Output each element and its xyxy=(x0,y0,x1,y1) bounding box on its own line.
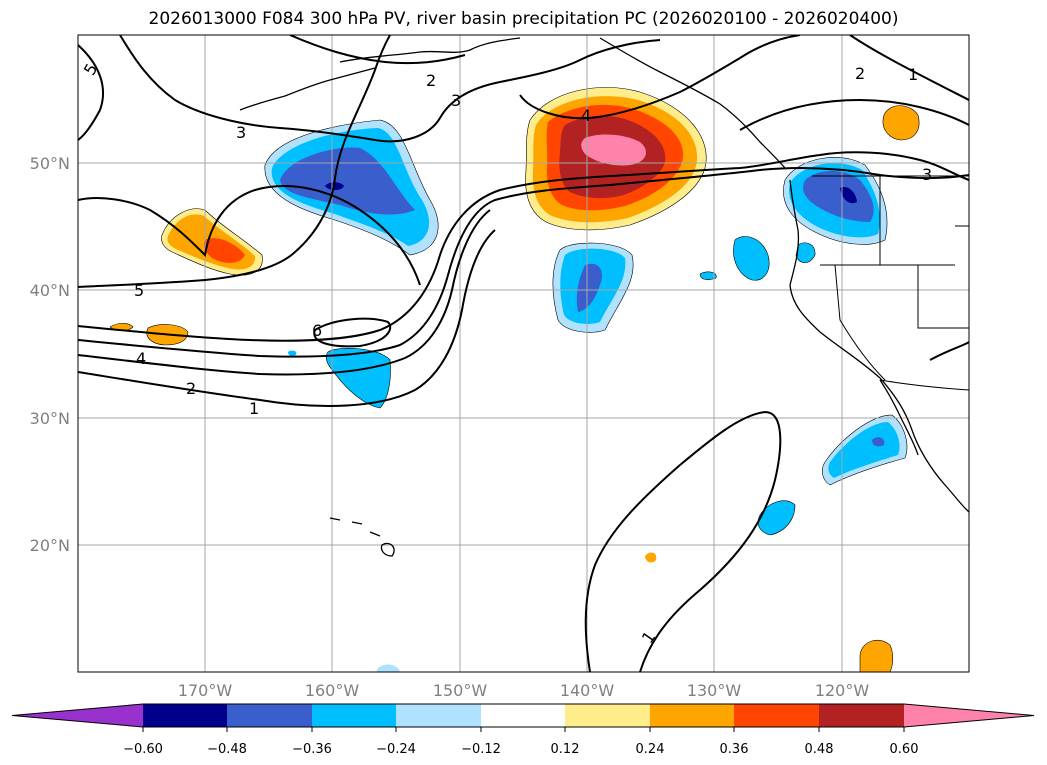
lat-label: 30°N xyxy=(30,409,70,428)
colorbar-segment xyxy=(819,704,904,727)
colorbar-tick-labels: −0.60 −0.48 −0.36 −0.24 −0.12 0.12 0.24 … xyxy=(123,742,918,757)
pv-contour-5 xyxy=(78,35,391,288)
anomaly-warm-region xyxy=(645,552,657,563)
contour-label: 4 xyxy=(581,106,591,125)
contour-label: 1 xyxy=(249,399,259,418)
hawaii-islands xyxy=(329,517,395,557)
positive-precip-anomalies xyxy=(109,87,920,672)
lat-label: 20°N xyxy=(30,536,70,555)
contour-label: 3 xyxy=(451,91,461,110)
colorbar-tick-label: 0.60 xyxy=(890,742,919,757)
pv-contour-north xyxy=(519,35,801,120)
colorbar-segment xyxy=(227,704,312,727)
pv-contour-ridge xyxy=(119,35,661,143)
anomaly-warm-region xyxy=(581,134,646,166)
lon-label: 140°W xyxy=(560,681,615,700)
colorbar-tick-label: −0.48 xyxy=(207,742,247,757)
pv-contour-ne xyxy=(849,35,969,101)
anomaly-blue-region xyxy=(840,186,857,204)
pv-contour-1-tropical xyxy=(584,410,782,672)
lon-label: 120°W xyxy=(815,681,870,700)
gulf-of-alaska-coast xyxy=(599,37,786,169)
pv-contour-east xyxy=(739,98,969,131)
colorbar xyxy=(11,703,1035,732)
colorbar-segment xyxy=(650,704,734,727)
colorbar-segment xyxy=(143,704,227,727)
pv-contours xyxy=(78,35,969,672)
lat-label: 40°N xyxy=(30,281,70,300)
lat-label: 50°N xyxy=(30,154,70,173)
pv-contour-6 xyxy=(313,317,392,348)
pv-contour-1 xyxy=(78,229,496,407)
contour-labels: 5 3 2 3 4 2 1 3 5 6 4 2 1 1 xyxy=(80,60,932,647)
colorbar-extend-min xyxy=(12,704,143,727)
contour-label: 4 xyxy=(136,349,146,368)
colorbar-extend-max xyxy=(904,704,1034,727)
colorbar-tick-label: −0.36 xyxy=(292,742,332,757)
contour-label: 1 xyxy=(908,65,918,84)
anomaly-blue-region xyxy=(757,500,796,536)
contour-label: 2 xyxy=(855,64,865,83)
anomaly-warm-region xyxy=(203,237,245,263)
anomaly-warm-region xyxy=(882,105,920,141)
latitude-labels: 50°N 40°N 30°N 20°N xyxy=(30,154,70,555)
contour-label: 2 xyxy=(186,379,196,398)
pv-contour-north-2 xyxy=(289,35,466,65)
contour-label: 3 xyxy=(236,123,246,142)
contour-label: 3 xyxy=(922,165,932,184)
baja-peninsula xyxy=(879,379,919,456)
anomaly-warm-region xyxy=(859,639,894,672)
anomaly-blue-region xyxy=(803,171,874,222)
anomaly-blue-region xyxy=(699,271,717,280)
longitude-labels: 170°W 160°W 150°W 140°W 130°W 120°W xyxy=(178,681,870,700)
colorbar-segment xyxy=(734,704,819,727)
colorbar-segment xyxy=(565,704,650,727)
north-america-west-coast xyxy=(789,179,969,513)
page-title: 2026013000 F084 300 hPa PV, river basin … xyxy=(148,9,899,29)
anomaly-blue-region xyxy=(795,242,816,263)
negative-precip-anomalies xyxy=(264,119,908,672)
colorbar-tick-label: 0.36 xyxy=(720,742,749,757)
contour-label: 6 xyxy=(312,321,322,340)
anomaly-blue-region xyxy=(288,350,297,356)
colorbar-tick-label: 0.48 xyxy=(805,742,834,757)
lon-label: 130°W xyxy=(687,681,742,700)
contour-label: 5 xyxy=(134,281,144,300)
colorbar-segment xyxy=(481,704,565,727)
colorbar-tick-label: −0.60 xyxy=(123,742,163,757)
anomaly-blue-region xyxy=(576,263,603,312)
colorbar-tick-label: 0.24 xyxy=(636,742,665,757)
pv-contour-2 xyxy=(78,209,491,376)
lon-label: 150°W xyxy=(433,681,488,700)
anomaly-blue-region xyxy=(872,437,885,447)
lon-label: 160°W xyxy=(305,681,360,700)
anomaly-blue-region xyxy=(733,236,770,281)
graticule xyxy=(78,35,969,672)
pv-contour-east-arc xyxy=(929,341,969,361)
pv-contour-4 xyxy=(78,151,969,342)
pv-contour-outer xyxy=(78,185,421,286)
map-panel: 5 3 2 3 4 2 1 3 5 6 4 2 1 1 xyxy=(78,35,969,672)
aleutian-islands xyxy=(239,67,376,111)
contour-label: 2 xyxy=(426,71,436,90)
colorbar-tick-label: 0.12 xyxy=(551,742,580,757)
anomaly-blue-region xyxy=(280,147,415,215)
pv-contour-3 xyxy=(78,166,969,358)
lon-label: 170°W xyxy=(178,681,233,700)
colorbar-segment xyxy=(312,704,396,727)
pv-contour-west-arc xyxy=(78,44,104,141)
anomaly-blue-region xyxy=(828,422,900,478)
colorbar-tick-label: −0.12 xyxy=(461,742,501,757)
anomaly-blue-region xyxy=(376,664,400,672)
map-frame xyxy=(77,34,970,673)
colorbar-tick-label: −0.24 xyxy=(376,742,416,757)
colorbar-segment xyxy=(396,704,481,727)
